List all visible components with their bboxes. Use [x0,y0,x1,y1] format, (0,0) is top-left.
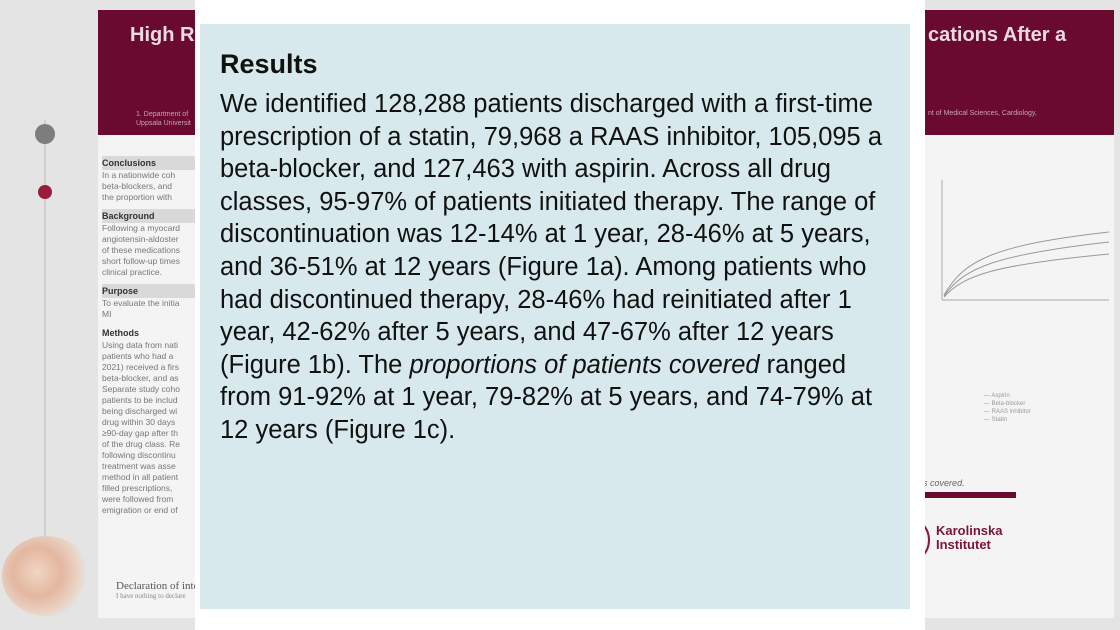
section-line: drug within 30 days [102,417,176,427]
section-line: method in all patient [102,472,179,482]
section-line: In a nationwide coh [102,170,176,180]
legend-item: Aspirin [984,392,1031,400]
section-line: short follow-up times [102,256,180,266]
section-line: of these medications [102,245,180,255]
section-line: were followed from [102,494,174,504]
section-heading-purpose: Purpose [102,284,202,298]
chart-curve [943,253,1110,298]
section-line: patients to be includ [102,395,178,405]
section-heading-methods: Methods [102,328,139,338]
section-line: MI [102,309,112,319]
poster-affiliation-left: 1. Department of Uppsala Universit [136,111,191,127]
poster-affiliation-right: nt of Medical Sciences, Cardiology, [928,110,1037,117]
section-line: ≥90-day gap after th [102,428,179,438]
section-line: filled prescriptions, [102,483,173,493]
section-heading-background: Background [102,209,202,223]
section-line: being discharged wi [102,406,178,416]
timeline-rail [44,120,46,550]
results-text-part1: We identified 128,288 patients discharge… [220,90,883,379]
logo-text: Karolinska Institutet [936,523,1003,552]
section-line: angiotensin-aldoster [102,234,179,244]
legend-item: Statin [984,416,1031,424]
results-card: Results We identified 128,288 patients d… [200,24,910,609]
legend-item: Beta-blocker [984,400,1031,408]
timeline-dot-current[interactable] [35,124,55,144]
results-text-emphasis: proportions of patients covered [409,350,760,379]
legend-item: RAAS inhibitor [984,408,1031,416]
poster-figure-area: Aspirin Beta-blocker RAAS inhibitor Stat… [924,160,1114,490]
poster-title-fragment-left: High R [130,24,195,46]
declaration-text: I have nothing to declare [116,592,186,600]
chart-curve [943,231,1110,296]
declaration-title: Declaration of inte [116,580,199,592]
poster-left-column: Conclusions In a nationwide coh beta-blo… [102,150,202,516]
section-line: beta-blocker, and as [102,373,179,383]
section-line: emigration or end of [102,505,178,515]
section-heading-conclusions: Conclusions [102,156,202,170]
timeline-dot-marker[interactable] [38,185,52,199]
section-line: To evaluate the initia [102,298,180,308]
chart-curve [943,241,1110,297]
section-line: Separate study coho [102,384,180,394]
section-line: following discontinu [102,450,176,460]
poster-mini-chart [941,180,1110,301]
results-body: We identified 128,288 patients discharge… [220,88,900,447]
poster-title-fragment-right: cations After a [928,24,1067,46]
results-title: Results [220,49,318,79]
section-line: clinical practice. [102,267,162,277]
declaration-block: Declaration of inte I have nothing to de… [116,580,198,600]
decorative-blob [2,536,90,616]
poster-chart-legend: Aspirin Beta-blocker RAAS inhibitor Stat… [984,392,1031,424]
section-line: 2021) received a firs [102,362,180,372]
section-line: Using data from nati [102,340,179,350]
section-line: the proportion with [102,192,172,202]
section-line: Following a myocard [102,223,180,233]
section-line: treatment was asse [102,461,176,471]
section-line: beta-blockers, and [102,181,172,191]
section-line: patients who had a [102,351,174,361]
results-text-part2: ranged from 91-92% at 1 year, 79-82% at … [220,350,873,444]
section-line: of the drug class. Re [102,439,180,449]
